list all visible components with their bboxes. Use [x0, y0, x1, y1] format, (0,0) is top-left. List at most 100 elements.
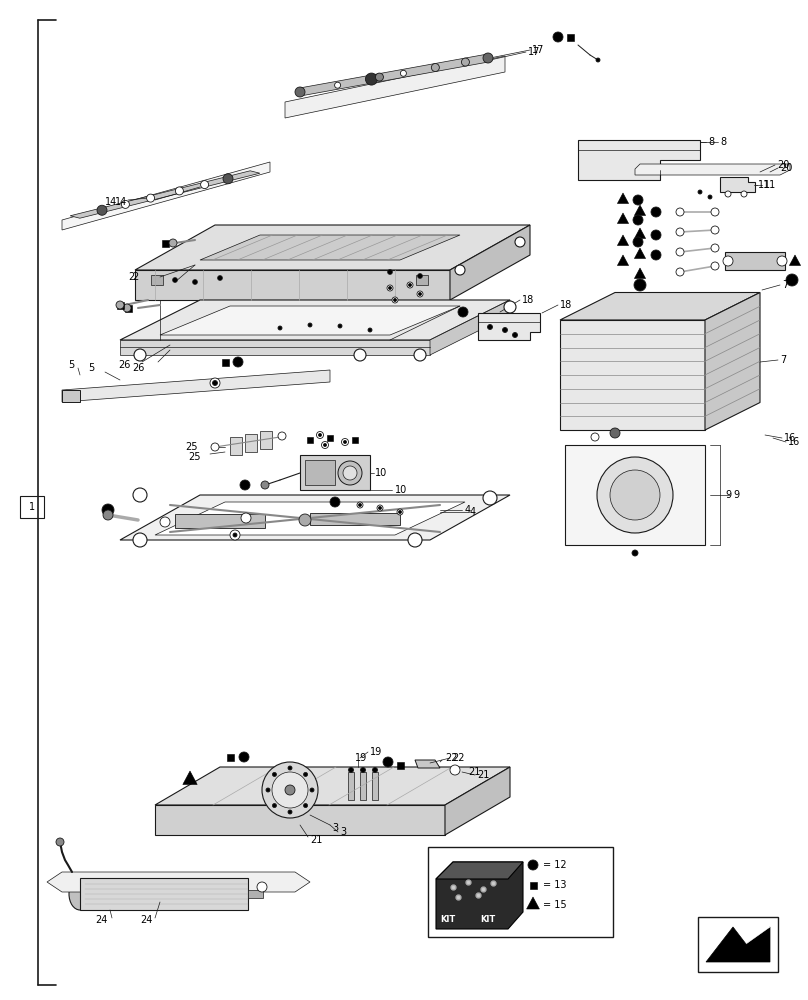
Circle shape	[343, 440, 347, 444]
Text: 24: 24	[95, 915, 107, 925]
Polygon shape	[299, 54, 489, 96]
Circle shape	[676, 268, 684, 276]
Polygon shape	[120, 340, 430, 355]
Polygon shape	[70, 171, 260, 218]
Text: 8: 8	[708, 137, 714, 147]
Circle shape	[310, 788, 314, 792]
Circle shape	[233, 533, 237, 537]
Polygon shape	[135, 270, 450, 300]
Circle shape	[365, 73, 377, 85]
Circle shape	[698, 190, 702, 194]
Text: 3: 3	[340, 827, 346, 837]
Bar	[416, 275, 428, 285]
Text: 17: 17	[532, 45, 545, 55]
Circle shape	[591, 433, 599, 441]
Circle shape	[272, 804, 276, 808]
Circle shape	[160, 517, 170, 527]
Circle shape	[711, 208, 719, 216]
Polygon shape	[183, 771, 197, 784]
Circle shape	[392, 297, 398, 303]
Circle shape	[278, 432, 286, 440]
Circle shape	[378, 506, 381, 510]
Polygon shape	[634, 228, 646, 238]
Text: 19: 19	[355, 753, 368, 763]
Circle shape	[133, 488, 147, 502]
Polygon shape	[560, 320, 705, 430]
Text: 8: 8	[720, 137, 726, 147]
Bar	[360, 772, 366, 800]
Text: 22: 22	[445, 753, 457, 763]
Text: 16: 16	[784, 433, 796, 443]
Text: 17: 17	[528, 47, 541, 57]
Polygon shape	[200, 235, 460, 260]
Circle shape	[504, 301, 516, 313]
Bar	[348, 772, 354, 800]
Polygon shape	[62, 370, 330, 402]
Circle shape	[308, 323, 312, 327]
Polygon shape	[135, 225, 530, 270]
Text: 10: 10	[375, 468, 387, 478]
Circle shape	[418, 273, 423, 278]
Circle shape	[278, 326, 282, 330]
Circle shape	[103, 510, 113, 520]
Circle shape	[651, 250, 661, 260]
Circle shape	[633, 237, 643, 247]
Circle shape	[414, 349, 426, 361]
Circle shape	[241, 513, 251, 523]
Polygon shape	[617, 193, 629, 204]
Bar	[162, 239, 169, 246]
Bar	[305, 460, 335, 485]
Text: 14: 14	[105, 197, 117, 207]
Text: 19: 19	[370, 747, 382, 757]
Circle shape	[172, 277, 178, 282]
Bar	[698, 917, 778, 972]
Circle shape	[257, 882, 267, 892]
Text: KIT: KIT	[440, 914, 455, 924]
Circle shape	[169, 239, 177, 247]
Circle shape	[102, 504, 114, 516]
Bar	[529, 882, 537, 888]
Polygon shape	[560, 292, 760, 320]
Ellipse shape	[69, 878, 91, 910]
Circle shape	[134, 349, 146, 361]
Text: 1: 1	[29, 502, 35, 512]
Circle shape	[360, 768, 365, 772]
Circle shape	[175, 187, 183, 195]
Circle shape	[359, 504, 361, 506]
Text: KIT: KIT	[480, 914, 495, 924]
Circle shape	[503, 328, 507, 332]
Polygon shape	[635, 164, 790, 175]
Text: 18: 18	[560, 300, 572, 310]
Circle shape	[368, 328, 372, 332]
Circle shape	[786, 274, 798, 286]
Polygon shape	[62, 162, 270, 230]
Polygon shape	[155, 767, 510, 805]
Text: 14: 14	[115, 197, 127, 207]
Circle shape	[388, 269, 393, 274]
Text: 26: 26	[118, 360, 130, 370]
Polygon shape	[617, 213, 629, 224]
Text: 25: 25	[185, 442, 197, 452]
Circle shape	[288, 766, 292, 770]
Bar	[260, 431, 272, 449]
Bar	[221, 359, 229, 365]
Circle shape	[633, 195, 643, 205]
Text: 26: 26	[132, 363, 145, 373]
Circle shape	[56, 838, 64, 846]
Bar	[327, 435, 333, 441]
Polygon shape	[634, 248, 646, 258]
Circle shape	[409, 284, 411, 286]
Bar	[116, 302, 124, 308]
Text: 20: 20	[777, 160, 789, 170]
Circle shape	[512, 332, 517, 338]
Circle shape	[97, 205, 107, 215]
Polygon shape	[430, 300, 510, 355]
Bar	[175, 514, 265, 528]
Circle shape	[515, 237, 525, 247]
Text: 22: 22	[452, 753, 465, 763]
Text: = 15: = 15	[543, 900, 566, 910]
Text: = 13: = 13	[543, 880, 566, 890]
Circle shape	[777, 256, 787, 266]
Circle shape	[317, 432, 323, 438]
Circle shape	[304, 772, 308, 776]
